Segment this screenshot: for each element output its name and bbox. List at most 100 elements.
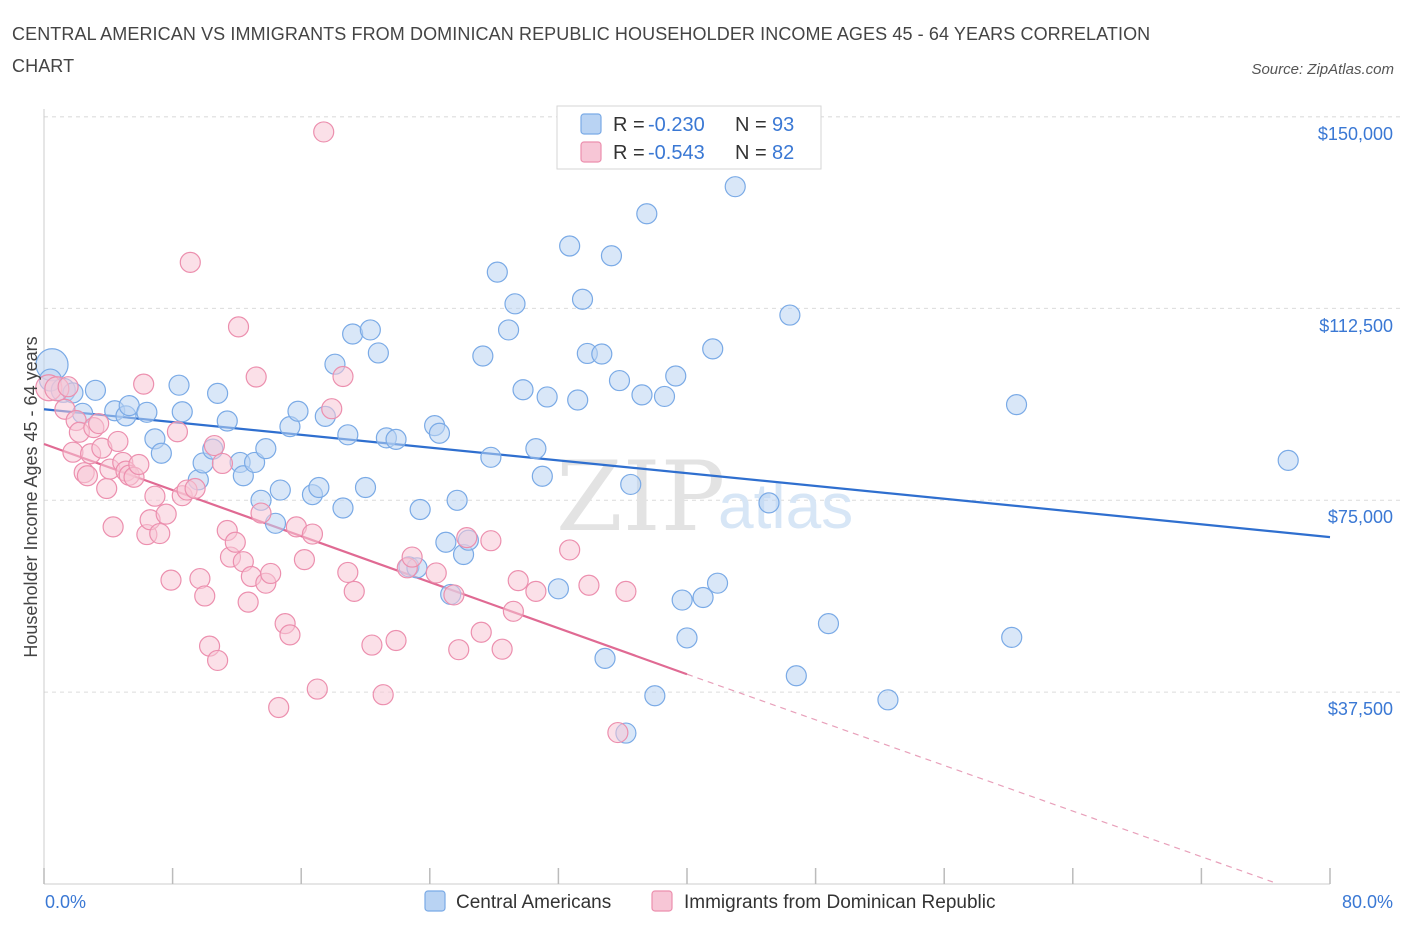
point-central-americans xyxy=(497,319,520,341)
point-dominican-republic xyxy=(128,453,150,476)
trend-line-central-americans xyxy=(43,408,1331,539)
point-central-americans xyxy=(567,389,589,411)
legend-n-value-2: 82 xyxy=(772,142,794,164)
point-central-americans xyxy=(308,476,330,499)
legend-r-value-1: -0.230 xyxy=(648,114,705,136)
point-central-americans xyxy=(525,438,547,460)
point-central-americans xyxy=(287,400,309,422)
point-dominican-republic xyxy=(224,531,246,553)
point-central-americans xyxy=(168,374,190,396)
trend-line-dominican-republic xyxy=(43,442,688,676)
point-dominican-republic xyxy=(559,539,581,561)
point-central-americans xyxy=(877,689,899,711)
x-tick-label-max: 80.0% xyxy=(1342,892,1393,912)
point-dominican-republic xyxy=(337,561,359,584)
x-tick-label-min: 0.0% xyxy=(45,892,86,912)
point-central-americans xyxy=(332,497,354,519)
point-central-americans xyxy=(136,401,158,423)
point-central-americans xyxy=(536,386,558,408)
point-dominican-republic xyxy=(306,678,328,700)
trend-lines xyxy=(43,408,1331,883)
point-central-americans xyxy=(620,473,642,496)
point-dominican-republic xyxy=(615,580,637,602)
point-central-americans xyxy=(118,395,140,417)
point-central-americans xyxy=(446,489,468,511)
point-dominican-republic xyxy=(57,376,79,398)
point-central-americans xyxy=(171,401,193,423)
point-dominican-republic xyxy=(268,696,290,719)
point-central-americans xyxy=(207,382,229,404)
legend-swatch-dominican xyxy=(580,141,602,163)
point-dominican-republic xyxy=(203,434,225,457)
point-dominican-republic xyxy=(184,477,206,500)
point-dominican-republic xyxy=(76,465,99,487)
point-dominican-republic xyxy=(502,600,524,622)
point-dominican-republic xyxy=(107,430,129,453)
point-dominican-republic xyxy=(102,516,124,538)
point-dominican-republic xyxy=(245,366,267,388)
series-legend-swatch-central-americans xyxy=(424,890,446,912)
legend-n-label-1: N = xyxy=(735,114,767,136)
series-legend: Central Americans Immigrants from Domini… xyxy=(424,890,996,913)
point-central-americans xyxy=(758,492,780,514)
point-central-americans xyxy=(486,261,508,283)
data-points xyxy=(35,121,1299,744)
point-dominican-republic xyxy=(179,251,201,273)
point-dominican-republic xyxy=(385,629,407,652)
y-axis-label: Householder Income Ages 45 - 64 years xyxy=(21,336,41,657)
point-central-americans xyxy=(724,176,746,198)
point-dominican-republic xyxy=(160,569,182,591)
point-central-americans xyxy=(692,586,714,609)
point-dominican-republic xyxy=(207,649,229,672)
watermark-zip: ZIP xyxy=(556,441,725,553)
point-dominican-republic xyxy=(425,562,447,584)
point-central-americans xyxy=(571,288,594,310)
point-central-americans xyxy=(472,345,494,367)
point-central-americans xyxy=(150,442,172,464)
point-central-americans xyxy=(631,384,653,406)
point-dominican-republic xyxy=(480,530,502,552)
point-dominican-republic xyxy=(260,562,282,585)
point-central-americans xyxy=(255,438,277,460)
point-dominican-republic xyxy=(470,621,492,643)
point-central-americans xyxy=(600,245,623,267)
point-central-americans xyxy=(409,498,431,521)
x-axis-ticks xyxy=(43,868,1331,884)
point-central-americans xyxy=(342,323,364,345)
point-central-americans xyxy=(608,369,631,392)
point-central-americans xyxy=(435,531,457,553)
point-dominican-republic xyxy=(343,580,365,602)
point-central-americans xyxy=(367,342,389,364)
point-central-americans xyxy=(594,647,616,669)
point-dominican-republic xyxy=(96,477,118,500)
point-central-americans xyxy=(706,572,729,594)
point-dominican-republic xyxy=(144,485,166,507)
point-central-americans xyxy=(264,512,287,534)
point-dominican-republic xyxy=(448,639,470,661)
point-dominican-republic xyxy=(237,591,259,613)
point-central-americans xyxy=(243,451,266,474)
series-legend-label-dominican: Immigrants from Dominican Republic xyxy=(684,892,996,913)
point-dominican-republic xyxy=(194,585,216,607)
y-tick-label-150000: $150,000 xyxy=(1318,124,1393,144)
point-dominican-republic xyxy=(456,527,478,549)
trend-extension-dominican-republic xyxy=(686,673,1274,883)
y-tick-label-37500: $37,500 xyxy=(1328,699,1393,719)
legend-n-label-2: N = xyxy=(735,142,767,164)
point-dominican-republic xyxy=(133,373,155,395)
point-dominican-republic xyxy=(578,574,600,596)
point-dominican-republic xyxy=(301,523,324,545)
point-central-americans xyxy=(817,612,840,635)
chart-title: CENTRAL AMERICAN VS IMMIGRANTS FROM DOMI… xyxy=(12,24,1151,76)
point-dominican-republic xyxy=(293,549,316,571)
point-dominican-republic xyxy=(607,721,629,744)
point-central-americans xyxy=(385,428,407,451)
point-central-americans xyxy=(547,578,570,600)
point-central-americans xyxy=(676,627,698,649)
point-dominican-republic xyxy=(227,316,250,338)
source-label: Source: ZipAtlas.com xyxy=(1251,61,1394,78)
point-central-americans xyxy=(504,293,526,315)
point-central-americans xyxy=(216,410,238,432)
point-dominican-republic xyxy=(62,441,84,463)
